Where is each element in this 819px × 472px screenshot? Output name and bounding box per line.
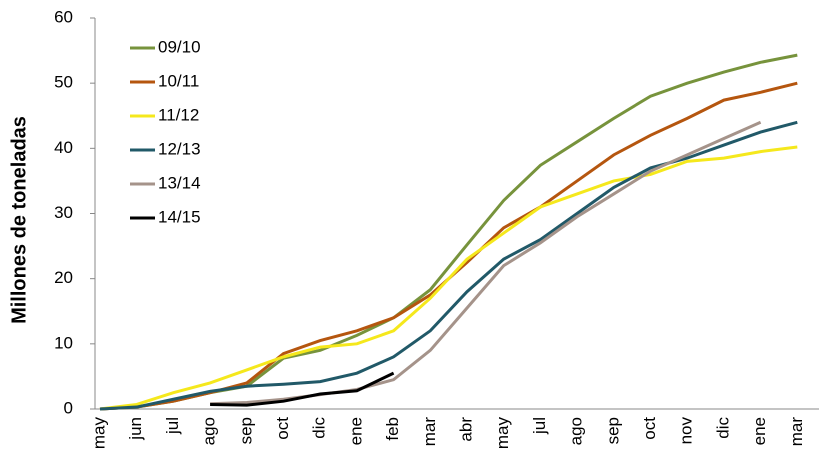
x-tick-label: sep: [603, 417, 622, 444]
y-tick-label: 20: [54, 268, 73, 287]
legend-label: 12/13: [158, 139, 201, 158]
x-tick-label: mar: [420, 417, 439, 447]
y-axis-label: Millones de toneladas: [8, 116, 30, 324]
y-tick-label: 50: [54, 73, 73, 92]
x-tick-label: nov: [677, 417, 696, 445]
x-tick-label: ene: [346, 417, 365, 445]
y-tick-label: 30: [54, 203, 73, 222]
y-tick-label: 60: [54, 7, 73, 26]
x-tick-label: ago: [567, 417, 586, 445]
series-line: [99, 53, 798, 411]
x-tick-label: ago: [200, 417, 219, 445]
legend-label: 09/10: [158, 37, 201, 56]
legend-label: 11/12: [158, 105, 199, 124]
x-tick-label: abr: [456, 417, 475, 442]
y-tick-label: 40: [54, 138, 73, 157]
series-line: [99, 145, 798, 411]
y-tick-label: 10: [54, 333, 73, 352]
legend-label: 10/11: [158, 71, 199, 90]
x-tick-label: ene: [750, 417, 769, 445]
series-line: [99, 81, 798, 411]
x-tick-label: jul: [163, 417, 182, 435]
x-tick-label: mar: [787, 417, 806, 447]
x-tick-label: may: [89, 417, 108, 450]
legend-label: 13/14: [158, 173, 201, 192]
x-tick-label: sep: [236, 417, 255, 444]
series-line: [99, 120, 798, 411]
x-tick-label: oct: [640, 417, 659, 440]
x-tick-label: feb: [383, 417, 402, 441]
x-tick-label: oct: [273, 417, 292, 440]
series-line: [210, 371, 395, 407]
x-tick-label: jun: [126, 417, 145, 441]
x-tick-label: dic: [310, 417, 329, 439]
legend-label: 14/15: [158, 207, 201, 226]
x-tick-label: may: [493, 417, 512, 450]
x-tick-label: dic: [713, 417, 732, 439]
y-tick-label: 0: [64, 398, 73, 417]
x-tick-label: jul: [530, 417, 549, 435]
